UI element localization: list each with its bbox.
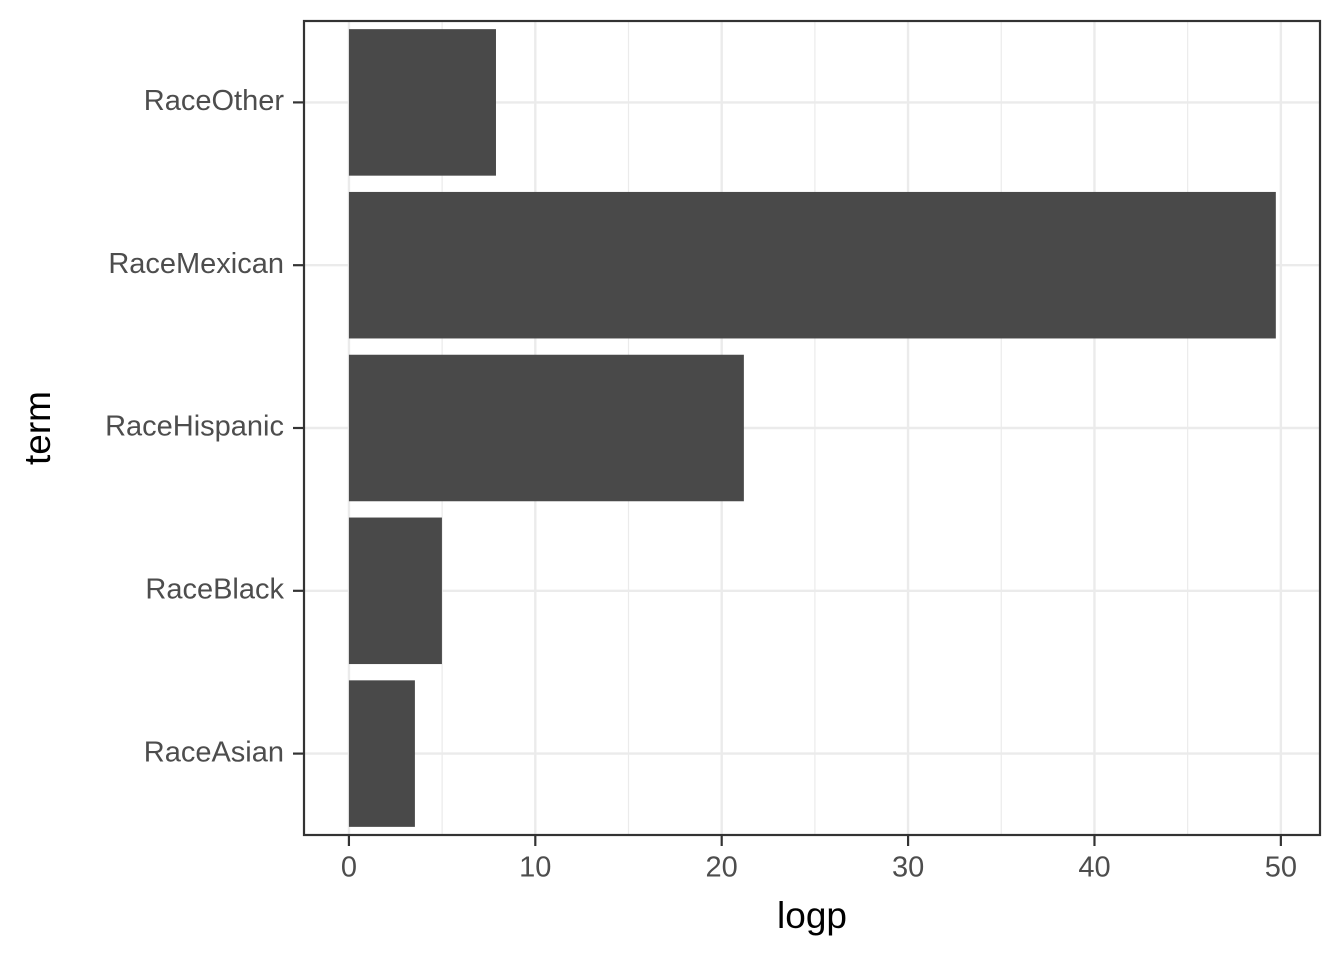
y-tick-label: RaceBlack <box>145 573 284 605</box>
x-tick-label: 30 <box>892 852 924 884</box>
x-axis-title: logp <box>777 895 847 936</box>
panel-border <box>302 19 1322 837</box>
bar <box>348 29 496 176</box>
y-tick-label: RaceOther <box>144 85 285 117</box>
x-tick-label: 20 <box>706 852 738 884</box>
x-tick-label: 0 <box>341 852 357 884</box>
bar <box>348 191 1276 339</box>
x-tick-label: 50 <box>1265 852 1297 884</box>
y-tick-label: RaceHispanic <box>105 411 284 443</box>
y-axis-title: term <box>17 391 58 465</box>
bar <box>348 354 744 502</box>
y-tick-label: RaceAsian <box>144 736 284 768</box>
bar <box>348 517 442 665</box>
x-tick-label: 40 <box>1078 852 1110 884</box>
bar <box>348 680 415 827</box>
x-tick-label: 10 <box>519 852 551 884</box>
y-tick-label: RaceMexican <box>108 248 284 280</box>
